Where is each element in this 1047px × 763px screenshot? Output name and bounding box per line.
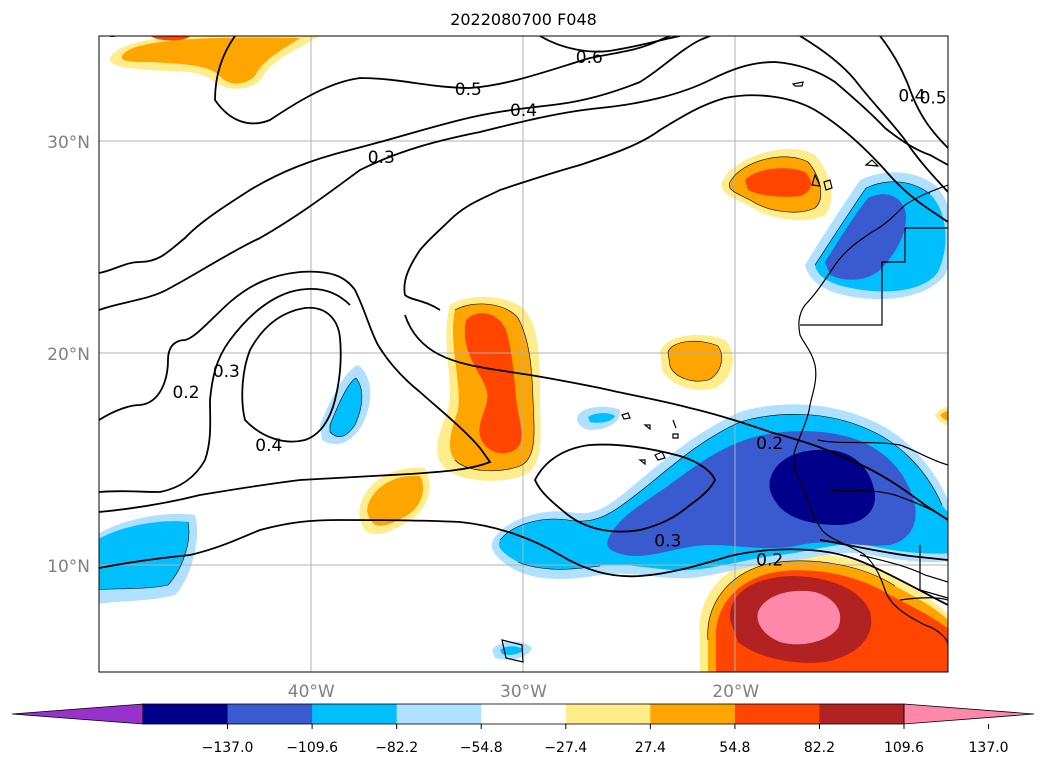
contour-0.2-east: [819, 539, 948, 561]
contour-label: 0.3: [654, 532, 681, 552]
colorbar-segment: [227, 704, 313, 724]
colorbar-tick-label: −137.0: [202, 740, 254, 756]
country-border: [800, 228, 906, 326]
contour-0.6-b: [214, 36, 671, 125]
contour-0.5-right: [879, 36, 948, 149]
lon-tick-label: 20°W: [712, 682, 759, 702]
map-title: 2022080700 F048: [450, 10, 597, 29]
lon-tick-label: 40°W: [288, 682, 335, 702]
colorbar-tick-label: −109.6: [286, 740, 338, 756]
island: [791, 81, 804, 87]
contour-0.3-loop: [534, 443, 716, 533]
negative-anomaly-patch: [769, 449, 876, 525]
positive-anomaly-patch: [745, 168, 812, 197]
colorbar-tick-label: 54.8: [719, 740, 750, 756]
gridlines: [99, 36, 948, 672]
island: [654, 451, 666, 461]
axis-ticks: 40°W 30°W 20°W 30°N 20°N 10°N: [47, 133, 759, 702]
contour-label: 0.3: [213, 362, 240, 382]
contour-lines: [99, 36, 948, 606]
colorbar-tick-label: 137.0: [969, 740, 1009, 756]
positive-anomaly-patch: [464, 313, 522, 454]
country-border: [859, 554, 948, 583]
colorbar: −137.0 −109.6 −82.2 −54.8 −27.4 27.4 54.8 82.2 1…: [11, 703, 1035, 756]
contour-label: 0.4: [510, 101, 537, 121]
contour-labels: 0.60.50.40.30.40.50.20.30.4 0.20.30.2: [172, 48, 947, 571]
contour-label: 0.2: [756, 551, 783, 571]
colorbar-frame: [142, 703, 905, 725]
colorbar-segment: [481, 704, 567, 724]
contour-label: 0.2: [172, 383, 199, 403]
negative-anomaly-patch: [330, 378, 362, 437]
country-border: [899, 597, 948, 601]
island: [672, 433, 679, 439]
colorbar-segment: [565, 704, 651, 724]
contour-label: 0.3: [368, 148, 395, 168]
positive-anomaly-patch: [367, 475, 424, 526]
island: [638, 459, 646, 466]
positive-anomaly-patch: [757, 590, 841, 645]
colorbar-segment: [312, 704, 398, 724]
positive-anomaly-patch: [121, 37, 300, 84]
island: [672, 419, 677, 429]
positive-anomaly-patch: [668, 341, 722, 382]
lat-tick-label: 20°N: [47, 345, 90, 365]
contour-label: 0.6: [576, 48, 603, 68]
country-border: [817, 439, 948, 466]
contour-0.4-loop: [241, 306, 342, 443]
lat-tick-label: 10°N: [47, 557, 90, 577]
colorbar-tick-label: 109.6: [884, 740, 924, 756]
colorbar-segment: [396, 704, 482, 724]
island: [621, 412, 631, 420]
contour-label: 0.5: [455, 80, 482, 100]
contour-label: 0.2: [756, 434, 783, 454]
colorbar-tick-label: −82.2: [375, 740, 418, 756]
contour-0.6: [539, 36, 681, 53]
island: [811, 173, 821, 187]
contour-0.3-mid: [99, 270, 492, 513]
contour-0.3-center: [99, 288, 351, 493]
negative-anomaly-patch: [99, 521, 189, 590]
island: [643, 424, 651, 431]
contour-0.2-lower: [99, 519, 948, 606]
positive-anomaly-patch: [150, 36, 190, 41]
colorbar-extend-max: [903, 703, 1035, 725]
negative-anomaly-patch: [588, 413, 615, 423]
contour-label: 0.4: [898, 86, 925, 106]
colorbar-tick-label: 82.2: [804, 740, 835, 756]
island: [501, 639, 524, 663]
colorbar-tick-label: −27.4: [544, 740, 587, 756]
contour-0.2-upper: [404, 314, 948, 521]
contour-0.4-right: [799, 36, 948, 193]
contour-label: 0.5: [920, 88, 947, 108]
colorbar-tick-label: −54.8: [460, 740, 503, 756]
negative-anomaly-patch: [500, 646, 524, 655]
colorbar-segment: [650, 704, 736, 724]
island: [823, 179, 833, 191]
colorbar-segment: [819, 704, 905, 724]
contour-0.4: [99, 36, 711, 274]
map-frame: [98, 35, 949, 673]
colorbar-tick-label: 27.4: [635, 740, 666, 756]
contour-0.3: [99, 61, 948, 311]
lat-tick-label: 30°N: [47, 133, 90, 153]
contour-0.3-east: [403, 94, 948, 311]
colorbar-segment: [143, 704, 229, 724]
contour-label: 0.4: [255, 436, 282, 456]
colorbar-extend-min: [11, 703, 144, 725]
lon-tick-label: 30°W: [500, 682, 547, 702]
colorbar-segment: [734, 704, 820, 724]
island: [864, 159, 880, 167]
positive-anomaly-patch: [940, 411, 948, 421]
anomaly-outlines: [99, 156, 943, 641]
